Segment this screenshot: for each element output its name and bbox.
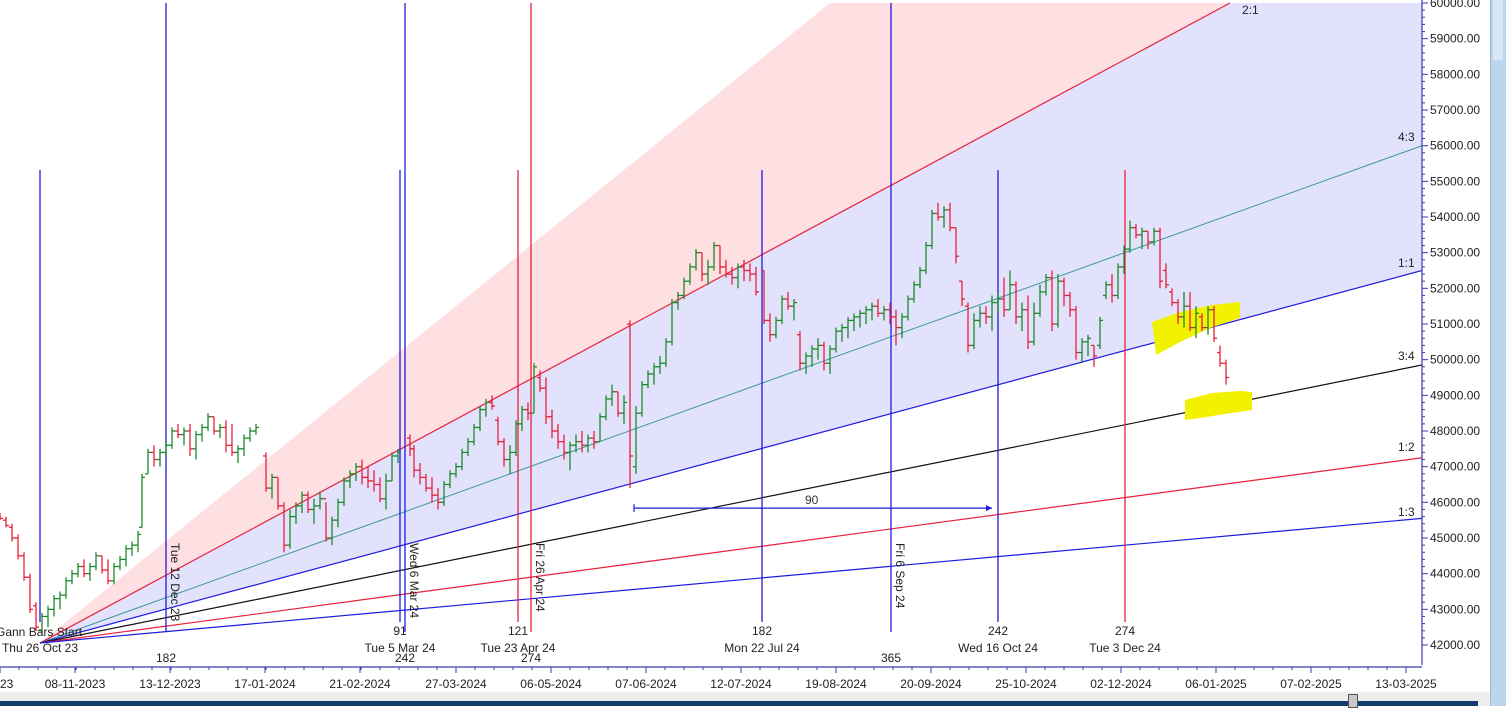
cycle-count: 274	[521, 651, 541, 665]
cycle-date: Wed 16 Oct 24	[958, 641, 1038, 655]
ohlc-bars	[0, 202, 1229, 635]
y-tick-label: 53000.00	[1430, 246, 1480, 260]
measure-arrow[interactable]: 90	[633, 493, 992, 513]
y-tick-label: 47000.00	[1430, 460, 1480, 474]
gann-line-1-3[interactable]	[39, 517, 1422, 644]
x-tick-label: 21-02-2024	[329, 677, 391, 691]
cycle-date: Tue 5 Mar 24	[365, 641, 436, 655]
gann-start-label: Gann Bars Start	[0, 625, 83, 639]
x-tick-label: 08-11-2023	[45, 677, 106, 691]
y-tick-label: 48000.00	[1430, 424, 1480, 438]
cycle-count: 121	[508, 624, 528, 638]
y-tick-label: 46000.00	[1430, 495, 1480, 509]
x-tick-label: 23	[0, 677, 14, 691]
y-tick-label: 42000.00	[1430, 638, 1480, 652]
y-tick-label: 55000.00	[1430, 174, 1480, 188]
fan-label-1-1: 1:1	[1398, 256, 1415, 270]
cycle-count: 91	[393, 624, 407, 638]
x-tick-label: 25-10-2024	[995, 677, 1057, 691]
cycle-count: 242	[395, 651, 415, 665]
cycle-date: Tue 3 Dec 24	[1089, 641, 1161, 655]
y-tick-label: 56000.00	[1430, 139, 1480, 153]
vertical-scrollbar-thumb[interactable]	[1493, 0, 1503, 60]
cycle-count: 365	[881, 651, 901, 665]
fan-label-3-4: 3:4	[1398, 349, 1415, 363]
x-tick-label: 07-02-2025	[1280, 677, 1342, 691]
y-tick-label: 51000.00	[1430, 317, 1480, 331]
y-tick-label: 52000.00	[1430, 281, 1480, 295]
fan-label-4-3: 4:3	[1398, 130, 1415, 144]
cycle-date-vertical: Fri 26 Apr 24	[533, 543, 547, 612]
y-tick-label: 60000.00	[1430, 0, 1480, 10]
y-tick-label: 59000.00	[1430, 32, 1480, 46]
date-axis[interactable]: 23 08-11-2023 13-12-2023 17-01-2024 21-02-20…	[0, 666, 1437, 691]
cycle-date: Tue 23 Apr 24	[481, 641, 556, 655]
gann-fan-ratio-labels: 2:1 4:3 1:1 3:4 1:2 1:3	[1242, 3, 1415, 519]
support-zone-3-4	[1185, 391, 1252, 420]
gann-line-4-3[interactable]	[39, 145, 1422, 644]
y-tick-label: 49000.00	[1430, 388, 1480, 402]
x-tick-label: 13-12-2023	[139, 677, 201, 691]
x-tick-label: 06-05-2024	[520, 677, 582, 691]
cycle-count: 182	[752, 624, 772, 638]
y-tick-label: 44000.00	[1430, 567, 1480, 581]
cycle-date-vertical: Tue 12 Dec 23	[168, 543, 182, 622]
scrollbar-track[interactable]	[0, 701, 1478, 706]
price-axis[interactable]: 60000.00 59000.00 58000.00 57000.00 56000.00…	[1421, 0, 1480, 665]
measure-label: 90	[805, 493, 819, 507]
x-tick-label: 20-09-2024	[900, 677, 962, 691]
fan-label-1-3: 1:3	[1398, 505, 1415, 519]
x-tick-label: 19-08-2024	[805, 677, 867, 691]
x-tick-label: 12-07-2024	[710, 677, 772, 691]
gann-line-2-1[interactable]	[39, 2, 1231, 644]
cycle-date: Mon 22 Jul 24	[724, 641, 800, 655]
vertical-scrollbar[interactable]	[1490, 0, 1506, 706]
gann-line-1-2[interactable]	[39, 457, 1422, 644]
x-tick-label: 07-06-2024	[615, 677, 677, 691]
fan-label-2-1: 2:1	[1242, 3, 1259, 17]
cycle-count: 242	[988, 624, 1008, 638]
y-tick-label: 54000.00	[1430, 210, 1480, 224]
x-tick-label: 27-03-2024	[425, 677, 487, 691]
y-tick-label: 43000.00	[1430, 602, 1480, 616]
cycle-count: 274	[1115, 624, 1135, 638]
x-tick-label: 13-03-2025	[1375, 677, 1437, 691]
time-cycle-labels: Thu 26 Oct 23 182 Tue 12 Dec 23 91 Tue 5 Mar…	[0, 543, 1161, 665]
cycle-date: Thu 26 Oct 23	[2, 641, 78, 655]
y-tick-label: 57000.00	[1430, 103, 1480, 117]
cycle-date-vertical: Fri 6 Sep 24	[893, 543, 907, 609]
cycle-date-vertical: Wed 6 Mar 24	[407, 543, 421, 618]
fan-label-1-2: 1:2	[1398, 440, 1415, 454]
gann-fan-lines	[39, 2, 1422, 644]
x-tick-label: 17-01-2024	[234, 677, 296, 691]
y-tick-label: 45000.00	[1430, 531, 1480, 545]
y-tick-label: 58000.00	[1430, 67, 1480, 81]
x-tick-label: 06-01-2025	[1185, 677, 1247, 691]
x-tick-label: 02-12-2024	[1090, 677, 1152, 691]
cycle-count: 182	[156, 651, 176, 665]
y-tick-label: 50000.00	[1430, 353, 1480, 367]
